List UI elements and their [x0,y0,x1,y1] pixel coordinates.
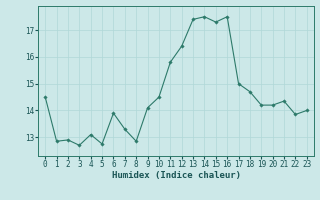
X-axis label: Humidex (Indice chaleur): Humidex (Indice chaleur) [111,171,241,180]
